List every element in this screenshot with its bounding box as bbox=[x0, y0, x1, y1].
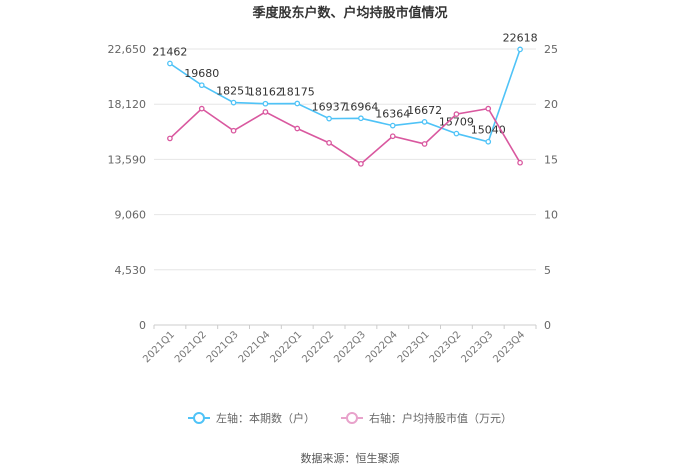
y-left-tick-label: 9,060 bbox=[115, 209, 147, 222]
y-right-tick-label: 25 bbox=[544, 43, 558, 56]
series-point-1 bbox=[358, 160, 364, 167]
series-point-1 bbox=[326, 139, 332, 146]
y-left-tick-label: 0 bbox=[139, 319, 146, 332]
series-point-0 bbox=[262, 100, 269, 107]
series-point-1 bbox=[389, 133, 396, 140]
data-label: 22618 bbox=[503, 31, 538, 44]
x-tick-label: 2023Q4 bbox=[491, 329, 527, 365]
data-label: 18175 bbox=[280, 86, 315, 99]
chart-title: 季度股东户数、户均持股市值情况 bbox=[251, 5, 447, 21]
x-tick-label: 2021Q3 bbox=[205, 329, 241, 365]
series-point-0 bbox=[358, 115, 364, 122]
data-label: 21462 bbox=[152, 45, 187, 58]
y-right-tick-label: 10 bbox=[544, 209, 558, 222]
series-point-0 bbox=[230, 99, 237, 106]
y-right-tick-label: 20 bbox=[544, 98, 558, 111]
series-point-0 bbox=[326, 115, 332, 122]
y-left-tick-label: 13,590 bbox=[108, 153, 147, 166]
axes: 0 0 4,530 5 9,060 10 13,590 15 18,120 20 22,650 25 2… bbox=[108, 43, 559, 365]
x-tick-label: 2021Q2 bbox=[173, 329, 209, 365]
data-label: 19680 bbox=[184, 67, 219, 80]
data-label: 16672 bbox=[407, 104, 442, 117]
data-label: 16964 bbox=[343, 100, 378, 113]
data-label: 15040 bbox=[471, 124, 506, 137]
x-tick-label: 2023Q1 bbox=[396, 329, 432, 365]
source-note: 数据来源：恒生聚源 bbox=[300, 452, 400, 465]
legend-line-icon-blue bbox=[188, 412, 210, 424]
series-point-1 bbox=[230, 127, 237, 134]
data-label: 15709 bbox=[439, 116, 474, 129]
legend-item-households[interactable]: 左轴：本期数（户） bbox=[188, 410, 315, 426]
series-point-0 bbox=[294, 100, 301, 107]
series-point-1 bbox=[198, 105, 205, 112]
series-point-0 bbox=[453, 130, 460, 137]
y-left-tick-label: 18,120 bbox=[108, 98, 147, 111]
series-point-0 bbox=[167, 60, 173, 67]
legend-item-avg-value[interactable]: 右轴：户均持股市值（万元） bbox=[341, 410, 512, 426]
legend-label-avg-value: 右轴：户均持股市值（万元） bbox=[369, 412, 512, 425]
data-label: 18251 bbox=[216, 85, 251, 98]
series-point-1 bbox=[453, 111, 460, 117]
x-tick-label: 2022Q2 bbox=[300, 329, 336, 365]
series-point-1 bbox=[517, 159, 523, 166]
series-line-0 bbox=[169, 49, 521, 143]
series-point-0 bbox=[485, 138, 492, 145]
series-point-1 bbox=[485, 105, 492, 112]
y-right-tick-label: 0 bbox=[544, 319, 551, 332]
series-point-0 bbox=[517, 46, 523, 53]
series-point-0 bbox=[389, 122, 396, 129]
y-left-tick-label: 22,650 bbox=[108, 43, 147, 56]
series-point-1 bbox=[262, 109, 269, 115]
series-line-1 bbox=[169, 107, 521, 165]
series-point-0 bbox=[198, 82, 205, 89]
legend-label-households: 左轴：本期数（户） bbox=[216, 412, 315, 425]
legend-line-icon-pink bbox=[341, 412, 363, 424]
series-point-1 bbox=[294, 125, 301, 132]
x-tick-label: 2023Q2 bbox=[428, 329, 464, 365]
x-tick-label: 2021Q4 bbox=[237, 329, 273, 365]
data-label: 16364 bbox=[375, 108, 410, 121]
x-tick-label: 2022Q4 bbox=[364, 329, 400, 365]
y-right-tick-label: 5 bbox=[544, 264, 551, 277]
data-label: 16937 bbox=[312, 101, 347, 114]
x-tick-label: 2022Q3 bbox=[332, 329, 368, 365]
data-label: 18162 bbox=[248, 86, 283, 99]
series-point-0 bbox=[421, 118, 428, 125]
series-point-1 bbox=[421, 141, 428, 147]
x-tick-label: 2021Q1 bbox=[141, 329, 177, 365]
x-tick-label: 2022Q1 bbox=[269, 329, 305, 365]
x-tick-label: 2023Q3 bbox=[460, 329, 496, 365]
y-left-tick-label: 4,530 bbox=[115, 264, 147, 277]
legend: 左轴：本期数（户） 右轴：户均持股市值（万元） bbox=[0, 408, 700, 428]
y-right-tick-label: 15 bbox=[544, 153, 558, 166]
series-point-1 bbox=[167, 135, 173, 142]
